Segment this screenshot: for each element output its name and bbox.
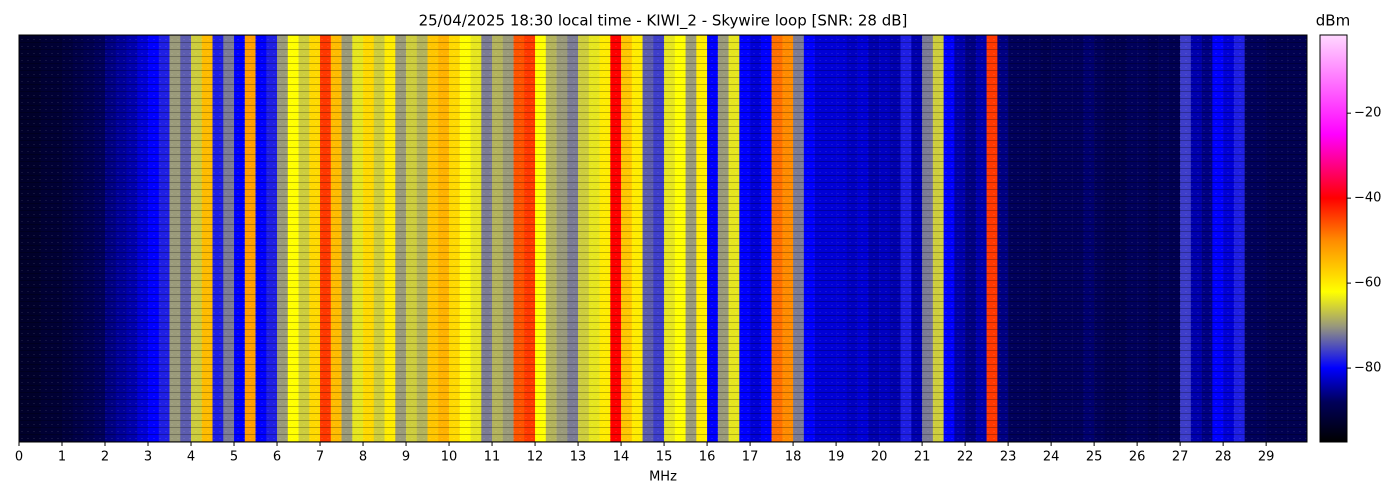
x-tick-label: 23 bbox=[1000, 450, 1017, 465]
chart-title: 25/04/2025 18:30 local time - KIWI_2 - S… bbox=[419, 12, 908, 31]
texture bbox=[19, 35, 1307, 442]
plot-frame bbox=[18, 34, 1308, 443]
x-tick-label: 11 bbox=[484, 450, 501, 465]
x-tick-label: 27 bbox=[1172, 450, 1189, 465]
x-tick-label: 0 bbox=[15, 450, 23, 465]
x-tick-label: 29 bbox=[1258, 450, 1275, 465]
x-tick-label: 28 bbox=[1215, 450, 1232, 465]
x-tick-label: 16 bbox=[699, 450, 716, 465]
x-tick-label: 6 bbox=[273, 450, 281, 465]
x-tick-label: 21 bbox=[914, 450, 931, 465]
x-tick-label: 1 bbox=[58, 450, 66, 465]
x-tick-label: 25 bbox=[1086, 450, 1103, 465]
x-tick-label: 19 bbox=[828, 450, 845, 465]
x-tick-label: 20 bbox=[871, 450, 888, 465]
colorbar bbox=[1319, 34, 1348, 443]
x-tick-label: 10 bbox=[441, 450, 458, 465]
x-tick-label: 17 bbox=[742, 450, 759, 465]
x-tick-label: 4 bbox=[187, 450, 195, 465]
colorbar-tick-label: −60 bbox=[1354, 276, 1381, 291]
x-tick-label: 18 bbox=[785, 450, 802, 465]
x-tick-label: 5 bbox=[230, 450, 238, 465]
x-tick-label: 14 bbox=[613, 450, 630, 465]
colorbar-label: dBm bbox=[1316, 12, 1350, 30]
x-tick-label: 13 bbox=[570, 450, 587, 465]
x-axis-label: MHz bbox=[649, 470, 677, 485]
x-tick-label: 2 bbox=[101, 450, 109, 465]
x-tick-label: 7 bbox=[316, 450, 324, 465]
x-tick-label: 8 bbox=[359, 450, 367, 465]
colorbar-tick-label: −80 bbox=[1354, 361, 1381, 376]
x-tick-label: 15 bbox=[656, 450, 673, 465]
x-tick-label: 22 bbox=[957, 450, 974, 465]
x-tick-label: 24 bbox=[1043, 450, 1060, 465]
x-tick-label: 9 bbox=[402, 450, 410, 465]
x-tick-label: 26 bbox=[1129, 450, 1146, 465]
colorbar-tick-label: −20 bbox=[1354, 106, 1381, 121]
x-tick-label: 3 bbox=[144, 450, 152, 465]
x-tick-label: 12 bbox=[527, 450, 544, 465]
colorbar-tick-label: −40 bbox=[1354, 191, 1381, 206]
